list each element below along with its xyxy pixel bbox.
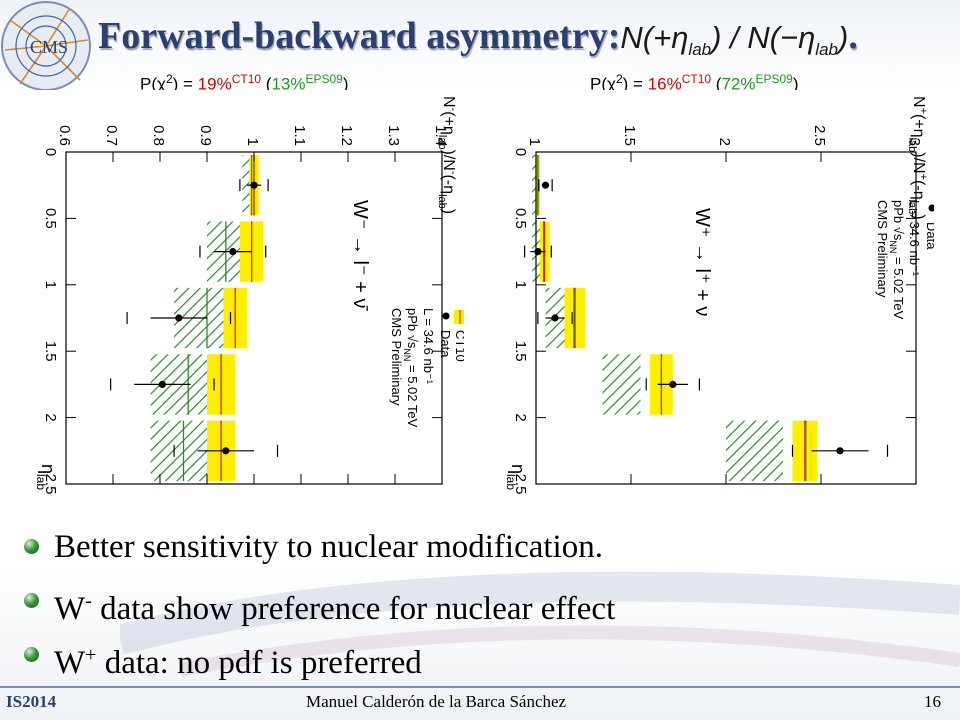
eta-axis-tick-label: 2: [42, 413, 59, 421]
legend-data-label: Data: [438, 330, 453, 358]
legend-ct10-label: CT10: [453, 330, 464, 362]
cms-logo: CMS: [1, 1, 91, 91]
eta-axis-tick-label: 2.5: [512, 474, 529, 495]
plot-w-plus-svg: 1 1.5 2 2.5 3 0 0.5 1 1.5 2 2.5 N+(+ηlab)/N+(-ηlab)…: [486, 90, 934, 518]
eta-axis-tick-label: 2.5: [42, 474, 59, 495]
eta-axis-tick-label: 1: [42, 281, 59, 289]
slide-title: Forward-backward asymmetry:N(+ηlab) / N(…: [98, 14, 858, 60]
slide-title-text: Forward-backward asymmetry:: [98, 15, 621, 57]
ratio-axis-tick-label: 1: [526, 138, 543, 146]
eps09-band: [532, 155, 536, 216]
data-point: [836, 447, 844, 455]
slide-title-period: .: [848, 15, 858, 57]
eta-axis-tick-label: 1: [512, 281, 529, 289]
data-point: [229, 248, 237, 256]
bullet-ball-icon: [24, 647, 39, 662]
process-label: W⁻ → l⁻ + ν̄: [349, 200, 371, 311]
bullet-list: Better sensitivity to nuclear modificati…: [24, 520, 615, 682]
ratio-axis-title: N-(+ηlab)/N-(-ηlab): [436, 96, 459, 214]
ratio-axis-tick-label: 0.8: [150, 125, 167, 146]
eps09-band: [602, 354, 641, 415]
data-point: [669, 380, 677, 388]
eta-axis-tick-label: 1.5: [512, 341, 529, 362]
legend-energy: pPb √sNN = 5.02 TeV: [888, 200, 906, 320]
ratio-axis-tick-label: 1: [244, 138, 261, 146]
ratio-axis-tick-label: 1.3: [385, 125, 402, 146]
legend-data-label: Data: [924, 222, 934, 250]
ratio-axis-tick-label: 1.2: [338, 125, 355, 146]
eta-axis-tick-label: 2: [512, 413, 529, 421]
chi2-probability-w-minus: P(χ2) = 19%CT10 (13%EPS09): [140, 72, 349, 94]
ratio-axis-tick-label: 2: [716, 138, 733, 146]
ratio-axis-tick-label: 2.5: [811, 125, 828, 146]
bullet-item: Better sensitivity to nuclear modificati…: [24, 520, 615, 574]
ratio-axis-tick-label: 0.9: [197, 125, 214, 146]
ratio-axis-tick-label: 0.7: [103, 125, 120, 146]
legend-data-marker: [928, 204, 934, 212]
data-point: [551, 314, 559, 322]
data-point: [158, 380, 166, 388]
footer-author: Manuel Calderón de la Barca Sánchez: [306, 692, 567, 711]
legend-title: CMS Preliminary: [875, 200, 890, 298]
data-point: [175, 314, 183, 322]
legend-title: CMS Preliminary: [389, 308, 404, 406]
eta-axis-tick-label: 0: [42, 148, 59, 156]
ratio-axis-tick-label: 1.4: [432, 125, 449, 146]
chi2-probability-w-plus: P(χ2) = 16%CT10 (72%EPS09): [590, 72, 799, 94]
footer-page-number: 16: [924, 692, 941, 711]
ratio-axis-tick-label: 1.1: [291, 125, 308, 146]
eta-axis-tick-label: 0.5: [512, 208, 529, 229]
bullet-ball-icon: [24, 539, 39, 554]
eps09-band: [726, 420, 783, 481]
legend-ct10-swatch: [454, 310, 464, 324]
data-point: [541, 181, 550, 189]
data-point: [534, 248, 542, 256]
footer-conference: IS2014: [6, 692, 57, 711]
eta-axis-tick-label: 0.5: [42, 208, 59, 229]
eta-axis-tick-label: 1.5: [42, 341, 59, 362]
legend-data-marker: [442, 312, 450, 320]
legend-luminosity: L = 34.6 nb⁻¹: [421, 308, 436, 385]
data-point: [222, 447, 230, 455]
ratio-axis-tick-label: 1.5: [621, 125, 638, 146]
ratio-axis-title: N+(+ηlab)/N+(-ηlab): [906, 96, 929, 220]
process-label: W⁺ → l⁺ + ν: [691, 208, 713, 316]
ratio-axis-tick-label: 0.6: [56, 125, 73, 146]
plot-w-minus: 0.6 0.7 0.8 0.9 1 1.1 1.2 1.3 1.4 0 0.5 1 1.5 2 2.5 N-(…: [24, 90, 464, 518]
slide-title-formula: N(+ηlab) / N(−ηlab): [620, 20, 849, 60]
plot-w-minus-svg: 0.6 0.7 0.8 0.9 1 1.1 1.2 1.3 1.4 0 0.5 1 1.5 2 2.5 N-(…: [24, 90, 464, 518]
eta-axis-title: ηlab: [34, 464, 58, 490]
bullet-ball-icon: [24, 593, 39, 608]
bullet-item: W+ data: no pdf is preferred: [24, 628, 615, 682]
ratio-axis-tick-label: 3: [906, 138, 923, 146]
data-point: [250, 181, 258, 189]
plot-w-plus: 1 1.5 2 2.5 3 0 0.5 1 1.5 2 2.5 N+(+ηlab)/N+(-ηlab)…: [486, 90, 934, 518]
legend-luminosity: L = 34.6 nb⁻¹: [907, 200, 922, 277]
legend-energy: pPb √sNN = 5.02 TeV: [402, 308, 420, 428]
bullet-item: W- data show preference for nuclear effe…: [24, 574, 615, 628]
eta-axis-tick-label: 0: [512, 148, 529, 156]
cms-logo-text: CMS: [30, 37, 68, 57]
footer-rule: [0, 686, 960, 688]
eta-axis-title: ηlab: [504, 464, 528, 490]
background-detector-graphic: [120, 571, 960, 677]
